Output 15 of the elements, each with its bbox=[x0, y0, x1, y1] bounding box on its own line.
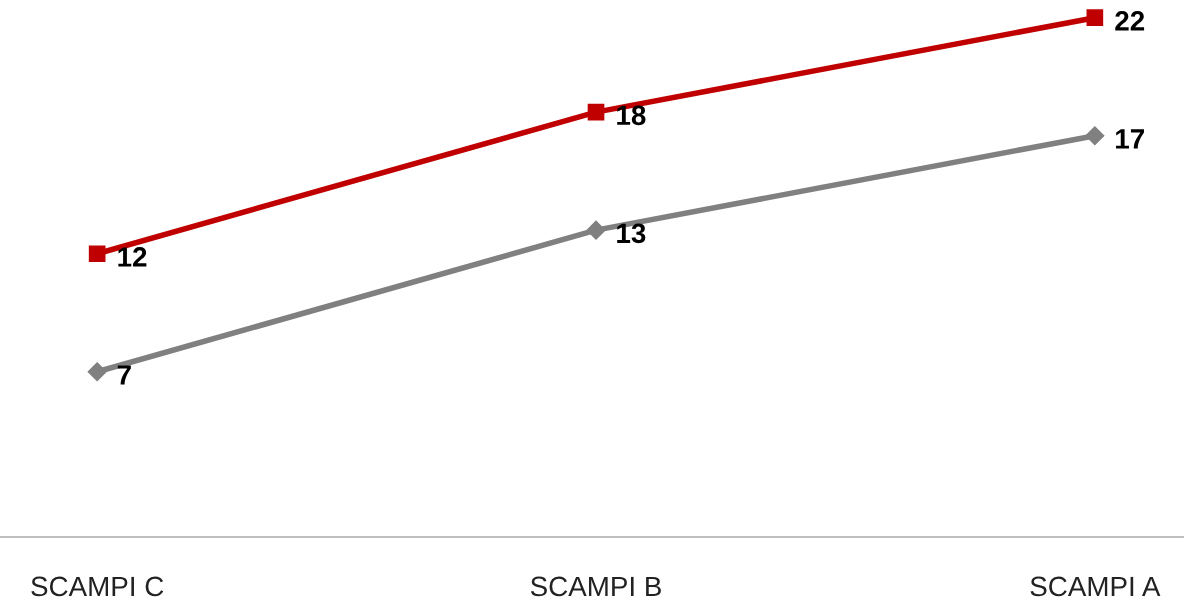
point bbox=[586, 220, 606, 240]
x-tick-label: SCAMPI B bbox=[530, 576, 661, 597]
data-label: 18 bbox=[617, 105, 646, 126]
x-tick-label: SCAMPI C bbox=[31, 576, 164, 597]
data-label: 7 bbox=[117, 365, 131, 385]
point bbox=[587, 103, 605, 121]
point bbox=[1085, 126, 1105, 146]
data-label: 12 bbox=[118, 247, 147, 267]
data-label: 13 bbox=[617, 223, 646, 244]
data-label: 22 bbox=[1115, 11, 1145, 31]
x-tick-label: SCAMPI A bbox=[1030, 576, 1161, 597]
data-label: 17 bbox=[1116, 129, 1144, 149]
point bbox=[87, 362, 107, 382]
point bbox=[1086, 9, 1104, 27]
point bbox=[88, 245, 106, 263]
